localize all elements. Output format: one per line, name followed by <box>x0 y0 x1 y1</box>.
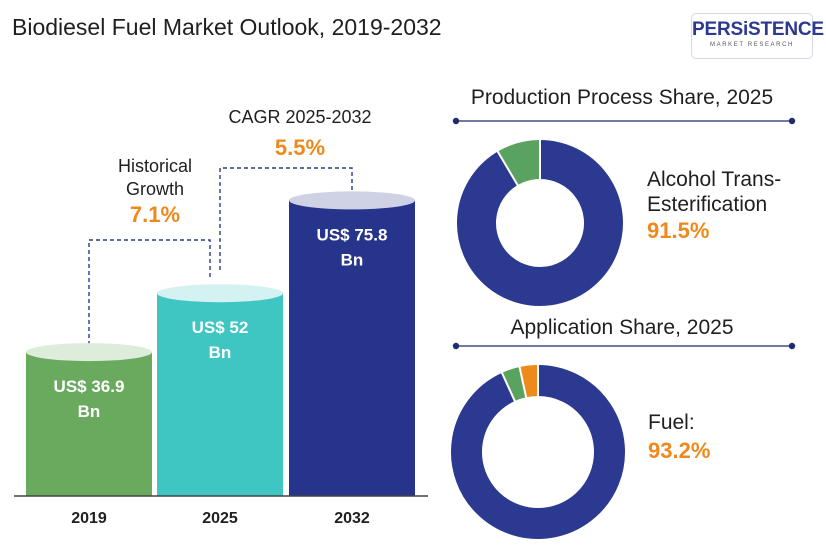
x-tick-label: 2032 <box>334 510 370 527</box>
donut-slice-0 <box>451 365 625 539</box>
application-title-rule <box>452 342 796 350</box>
production-highlight: Alcohol Trans- Esterification 91.5% <box>647 167 781 244</box>
x-tick-label: 2025 <box>202 510 238 527</box>
bar-value-label: US$ 36.9 <box>54 377 125 396</box>
application-highlight: Fuel: 93.2% <box>648 410 710 464</box>
bar-value-label: US$ 75.8 <box>317 225 388 244</box>
historical-label-line2: Growth <box>125 179 185 199</box>
bar-2019 <box>26 352 152 496</box>
bar-top-2019 <box>26 343 152 362</box>
production-label-line2: Esterification <box>647 193 768 216</box>
logo-main-text: PERSiSTENCE <box>692 19 824 40</box>
application-value: 93.2% <box>648 438 711 463</box>
historical-growth-label: Historical Growth 7.1% <box>85 155 225 226</box>
production-share-title: Production Process Share, 2025 <box>470 86 774 109</box>
brand-logo: PERSiSTENCE MARKET RESEARCH <box>691 13 824 59</box>
production-label-line1: Alcohol Trans- <box>647 168 782 191</box>
donut-slice-1 <box>501 366 527 402</box>
logo-sub-text: MARKET RESEARCH <box>710 42 794 48</box>
donut-slice-2 <box>519 365 539 398</box>
chart-title: Biodiesel Fuel Market Outlook, 2019-2032 <box>12 14 442 40</box>
cagr-value: 5.5% <box>274 135 326 160</box>
historical-label-line1: Historical <box>117 156 192 176</box>
donut-slice-1 <box>497 140 541 186</box>
production-share-donut <box>457 139 623 306</box>
bar-value-label: Bn <box>78 402 101 421</box>
bar-value-label: Bn <box>341 250 364 269</box>
historical-connector <box>88 239 211 345</box>
bar-2032 <box>289 200 415 496</box>
slice-separator <box>500 371 517 403</box>
application-share-donut <box>451 364 625 539</box>
production-title-rule <box>452 117 796 125</box>
bar-value-label: Bn <box>209 343 232 362</box>
x-tick-label: 2019 <box>71 510 107 527</box>
donut-slice-0 <box>457 140 623 306</box>
production-value: 91.5% <box>647 218 710 243</box>
historical-growth-value: 7.1% <box>129 202 181 227</box>
application-share-title: Application Share, 2025 <box>510 316 734 339</box>
bar-top-2032 <box>289 191 415 210</box>
slice-separator <box>496 150 519 187</box>
bar-chart: US$ 36.9 Bn US$ 52 Bn US$ 75.8 Bn 2019 2025 203… <box>14 167 428 527</box>
cagr-connector <box>219 167 353 270</box>
bar-value-label: US$ 52 <box>192 318 249 337</box>
application-label-line1: Fuel: <box>648 411 695 434</box>
slice-separator <box>518 365 528 399</box>
bar-2025 <box>157 293 283 496</box>
cagr-annotation: CAGR 2025-2032 5.5% <box>210 106 390 159</box>
bar-top-2025 <box>157 284 283 303</box>
cagr-label: CAGR 2025-2032 <box>228 107 372 127</box>
